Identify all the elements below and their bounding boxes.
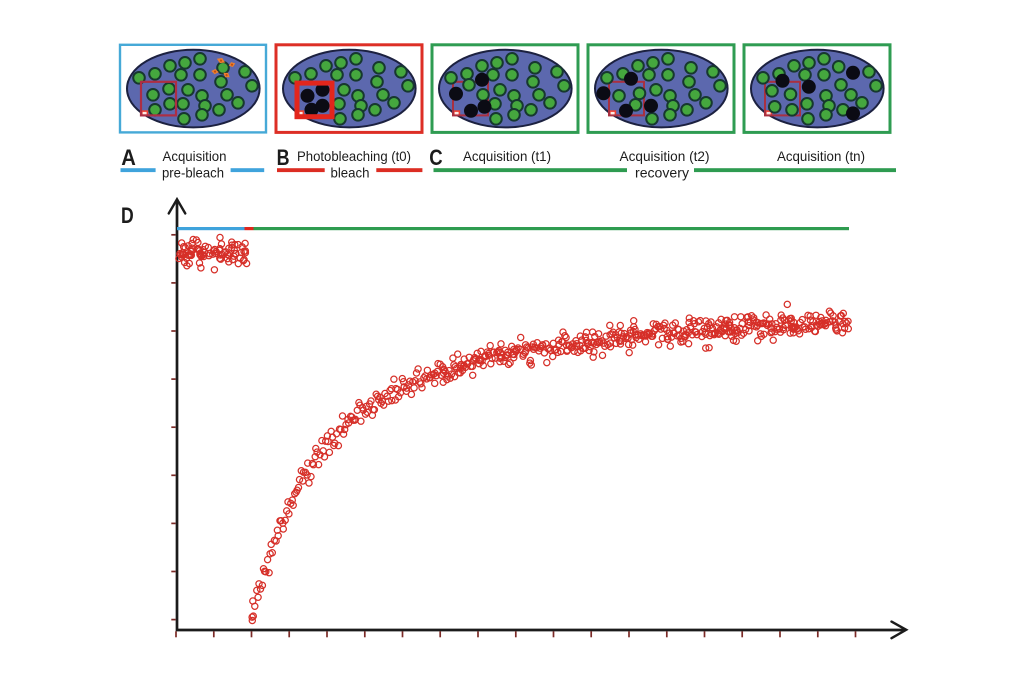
svg-text:A: A: [121, 145, 136, 170]
svg-text:Acquisition: Acquisition: [163, 148, 227, 164]
svg-text:bleach: bleach: [331, 165, 370, 181]
svg-text:C: C: [429, 145, 442, 170]
svg-text:Acquisition (t1): Acquisition (t1): [463, 148, 551, 164]
svg-text:D: D: [121, 203, 134, 228]
svg-text:Acquisition (t2): Acquisition (t2): [620, 148, 710, 164]
svg-text:Acquisition (tn): Acquisition (tn): [777, 148, 865, 164]
svg-text:B: B: [277, 145, 290, 170]
svg-text:pre-bleach: pre-bleach: [162, 165, 224, 181]
svg-text:Photobleaching (t0): Photobleaching (t0): [297, 148, 411, 164]
svg-text:recovery: recovery: [635, 165, 689, 181]
